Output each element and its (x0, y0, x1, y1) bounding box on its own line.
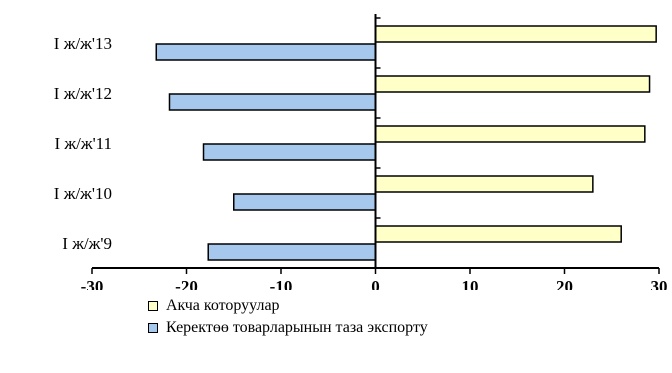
bar-net-exports-2 (202, 143, 377, 161)
x-tick-label-6: 30 (651, 277, 668, 290)
bar-net-exports-0 (207, 243, 377, 261)
bar-remittances-4 (374, 25, 657, 43)
x-tick-label-4: 10 (462, 277, 479, 290)
legend-swatch-net-exports (148, 323, 158, 333)
category-label-0: I ж/ж'9 (62, 234, 112, 253)
legend-label-remittances: Акча которуулар (166, 297, 280, 314)
bar-remittances-3 (374, 75, 651, 93)
x-tick-label-1: -20 (175, 277, 198, 290)
legend: Акча которуулар Керектөө товарларынын та… (148, 295, 428, 339)
bar-net-exports-1 (233, 193, 377, 211)
legend-item-remittances: Акча которуулар (148, 295, 428, 317)
category-label-3: I ж/ж'12 (54, 84, 112, 103)
bar-remittances-0 (374, 225, 622, 243)
legend-item-net-exports: Керектөө товарларынын таза экспорту (148, 317, 428, 339)
x-tick-label-5: 20 (556, 277, 573, 290)
category-label-1: I ж/ж'10 (54, 184, 112, 203)
bar-net-exports-3 (168, 93, 377, 111)
x-tick-label-2: -10 (270, 277, 293, 290)
bar-remittances-1 (374, 175, 594, 193)
chart: I ж/ж'9 I ж/ж'10 I ж/ж'11 I ж/ж'12 I ж/ж'13 -… (54, 14, 668, 290)
category-label-2: I ж/ж'11 (54, 134, 112, 153)
x-tick-label-0: -30 (81, 277, 104, 290)
x-tick-label-3: 0 (371, 277, 380, 290)
bar-remittances-2 (374, 125, 646, 143)
legend-label-net-exports: Керектөө товарларынын таза экспорту (166, 319, 428, 336)
category-label-4: I ж/ж'13 (54, 34, 112, 53)
bar-net-exports-4 (155, 43, 377, 61)
legend-swatch-remittances (148, 301, 158, 311)
